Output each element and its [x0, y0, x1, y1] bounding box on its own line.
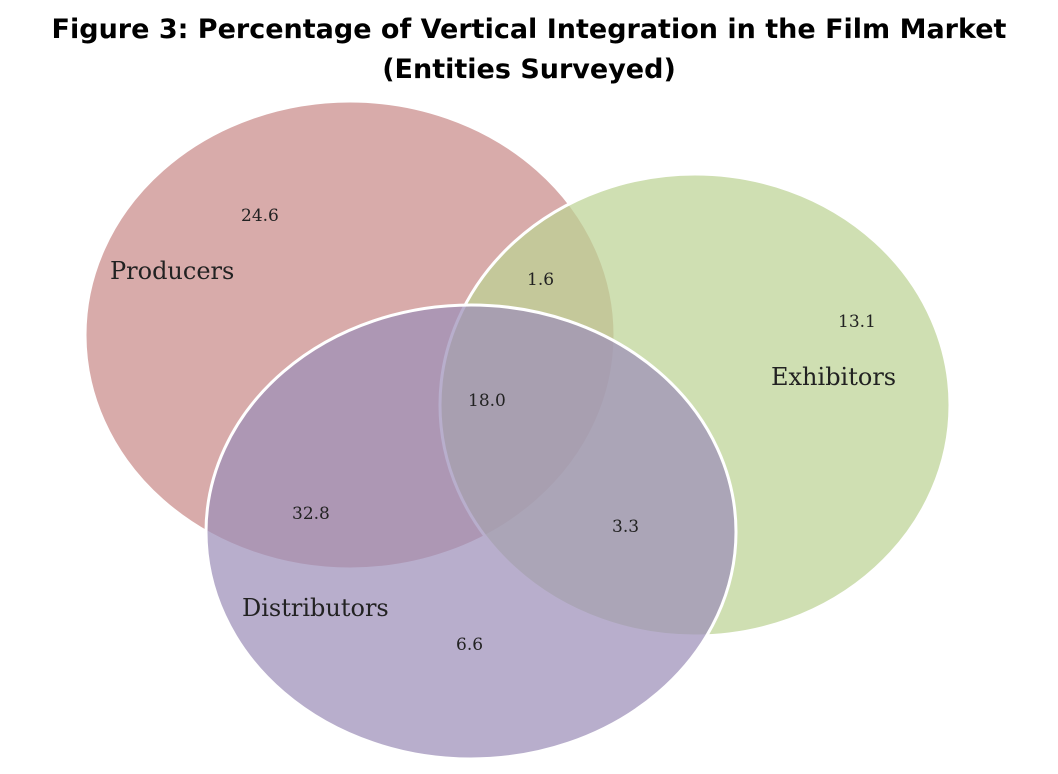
producers-exhibitors-value: 1.6	[527, 270, 554, 290]
distributors-only-value: 6.6	[456, 635, 483, 655]
figure-title: Figure 3: Percentage of Vertical Integra…	[0, 10, 1058, 90]
all-three-value: 18.0	[468, 391, 506, 411]
distributors-label: Distributors	[242, 594, 389, 622]
producers-only-value: 24.6	[241, 206, 279, 226]
distributors-ellipse	[204, 303, 738, 761]
figure-title-line-2: (Entities Surveyed)	[382, 54, 676, 85]
figure-title-line-1: Figure 3: Percentage of Vertical Integra…	[51, 14, 1007, 45]
exhibitors-distributors-value: 3.3	[612, 517, 639, 537]
exhibitors-label: Exhibitors	[771, 363, 896, 391]
producers-distributors-value: 32.8	[292, 504, 330, 524]
producers-label: Producers	[110, 257, 234, 285]
exhibitors-only-value: 13.1	[838, 312, 876, 332]
